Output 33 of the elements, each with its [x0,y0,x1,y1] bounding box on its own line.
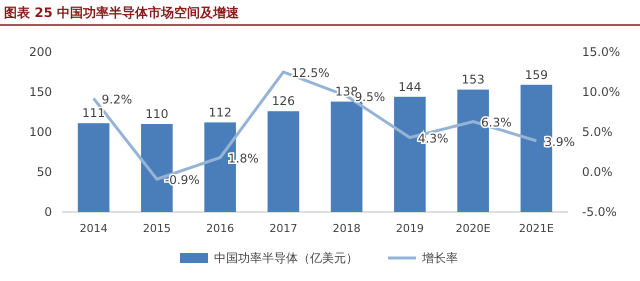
x-tick-label: 2018 [332,222,361,235]
x-tick-label: 2020E [456,222,491,235]
data-label: 112 [208,105,232,120]
y2-tick-label: 10.0% [582,85,620,99]
y2-tick-label: -5.0% [582,205,617,219]
data-label: 110 [145,107,168,121]
bar [78,123,110,212]
x-tick-label: 2015 [142,222,171,235]
legend-label: 增长率 [421,251,458,265]
data-label: 153 [462,72,485,87]
bar [268,111,300,212]
x-tick-label: 2017 [269,222,298,235]
data-label: 9.2% [102,92,132,106]
x-tick-label: 2016 [206,222,234,235]
data-label: 126 [272,94,295,108]
legend-label: 中国功率半导体（亿美元） [214,251,358,265]
y2-tick-label: 5.0% [582,125,612,139]
y-tick-label: 50 [36,165,52,179]
data-label: 12.5% [291,66,330,80]
y2-tick-label: 15.0% [582,45,620,59]
y-tick-label: 150 [29,85,52,99]
data-label: 111 [82,106,106,120]
data-label: 144 [398,80,422,94]
y2-tick-label: 0.0% [582,165,612,179]
chart-title: 图表 25 中国功率半导体市场空间及增速 [4,5,240,21]
y-tick-label: 0 [44,205,52,219]
x-tick-label: 2021E [518,222,554,235]
x-tick-label: 2019 [396,222,424,235]
y-tick-label: 100 [29,125,52,139]
x-tick-label: 2014 [80,222,108,235]
bar [330,102,362,212]
data-label: 159 [524,68,548,82]
y-tick-label: 200 [29,45,52,59]
